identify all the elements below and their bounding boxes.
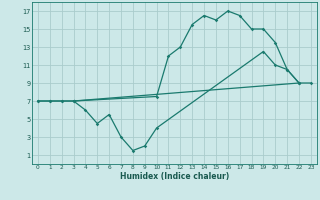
- X-axis label: Humidex (Indice chaleur): Humidex (Indice chaleur): [120, 172, 229, 181]
